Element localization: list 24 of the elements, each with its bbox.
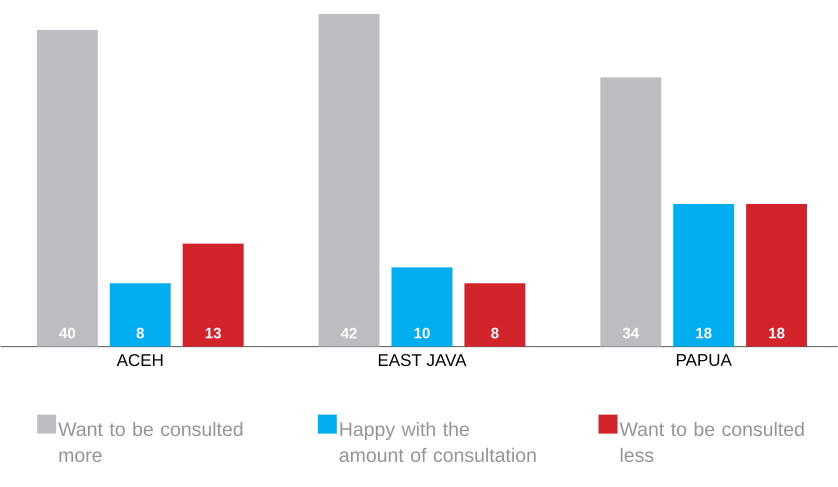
legend-label: Want to be consulted less	[620, 422, 804, 462]
bar	[182, 243, 244, 346]
data-label: 13	[206, 328, 221, 338]
data-label: 34	[622, 328, 640, 338]
data-label: 18	[769, 328, 784, 338]
x-tick-label: ACEH	[116, 354, 162, 366]
legend-label: Happy with the amount of consultation	[340, 422, 536, 462]
bar	[392, 267, 452, 346]
x-tick-label: EAST JAVA	[378, 354, 466, 366]
bar	[600, 77, 662, 346]
data-label: 8	[136, 328, 144, 338]
bar	[673, 204, 734, 346]
data-label: 42	[340, 328, 357, 338]
data-label: 10	[414, 328, 430, 338]
x-tick-label: PAPUA	[676, 354, 732, 366]
data-label: 18	[696, 328, 712, 338]
bar	[746, 204, 808, 346]
bar	[464, 283, 526, 346]
bar	[36, 30, 98, 346]
data-label: 40	[59, 328, 76, 338]
legend-label: Want to be consulted more	[58, 422, 242, 462]
bar	[318, 14, 380, 346]
bar	[110, 283, 171, 346]
data-label: 8	[491, 328, 499, 338]
